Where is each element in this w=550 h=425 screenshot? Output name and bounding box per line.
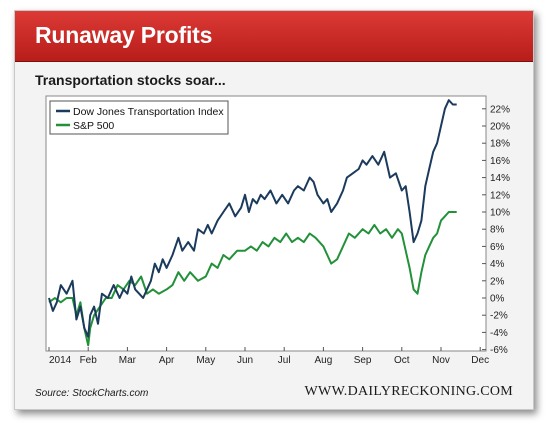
x-tick-label: 2014	[49, 355, 72, 366]
legend-label-dow: Dow Jones Transportation Index	[73, 106, 224, 118]
legend-box	[49, 100, 229, 135]
x-tick-label: Jul	[278, 355, 291, 366]
y-tick-label: 6%	[490, 242, 505, 253]
legend: Dow Jones Transportation Index S&P 500	[49, 100, 229, 135]
website-credit: WWW.DAILYRECKONING.COM	[304, 384, 513, 399]
y-tick-label: 2%	[490, 276, 505, 287]
legend-label-sp500: S&P 500	[73, 120, 114, 132]
y-tick-label: 4%	[490, 259, 505, 270]
x-tick-label: Dec	[471, 355, 489, 366]
x-tick-label: Nov	[432, 355, 450, 366]
x-tick-label: Aug	[315, 355, 333, 366]
source-note: Source: StockCharts.com	[35, 388, 149, 399]
x-tick-label: Feb	[80, 355, 98, 366]
series-lines	[48, 99, 457, 347]
y-tick-label: 8%	[490, 225, 505, 236]
plot-area	[45, 95, 487, 352]
y-tick-label: -6%	[490, 345, 508, 356]
y-tick-label: -2%	[490, 311, 508, 322]
x-tick-label: Apr	[159, 355, 175, 366]
y-tick-label: 22%	[490, 104, 510, 115]
y-tick-label: 10%	[490, 208, 510, 219]
y-axis: 22% 20% 18% 16% 14% 12% 10% 8% 6% 4% 2% 0% -2% -4% -6%	[482, 104, 510, 356]
x-tick-label: Oct	[394, 355, 410, 366]
x-tick-label: Jun	[237, 355, 253, 366]
x-tick-label: Sep	[354, 355, 372, 366]
x-axis: 2014 Feb Mar Apr May Jun Jul Aug Sep Oct Nov Dec	[48, 347, 489, 366]
y-tick-label: 0%	[490, 294, 505, 305]
x-tick-label: May	[196, 355, 215, 366]
y-tick-label: 16%	[490, 156, 510, 167]
y-tick-label: 20%	[490, 122, 510, 133]
page-title: Runaway Profits	[35, 22, 213, 48]
y-tick-label: 12%	[490, 190, 510, 201]
series-line-dow-transport	[48, 99, 457, 338]
title-banner: Runaway Profits	[15, 11, 533, 62]
y-tick-label: 18%	[490, 139, 510, 150]
y-tick-label: -4%	[490, 328, 508, 339]
chart-subtitle: Transportation stocks soar...	[35, 72, 226, 88]
x-tick-label: Mar	[119, 355, 137, 366]
y-tick-label: 14%	[490, 173, 510, 184]
